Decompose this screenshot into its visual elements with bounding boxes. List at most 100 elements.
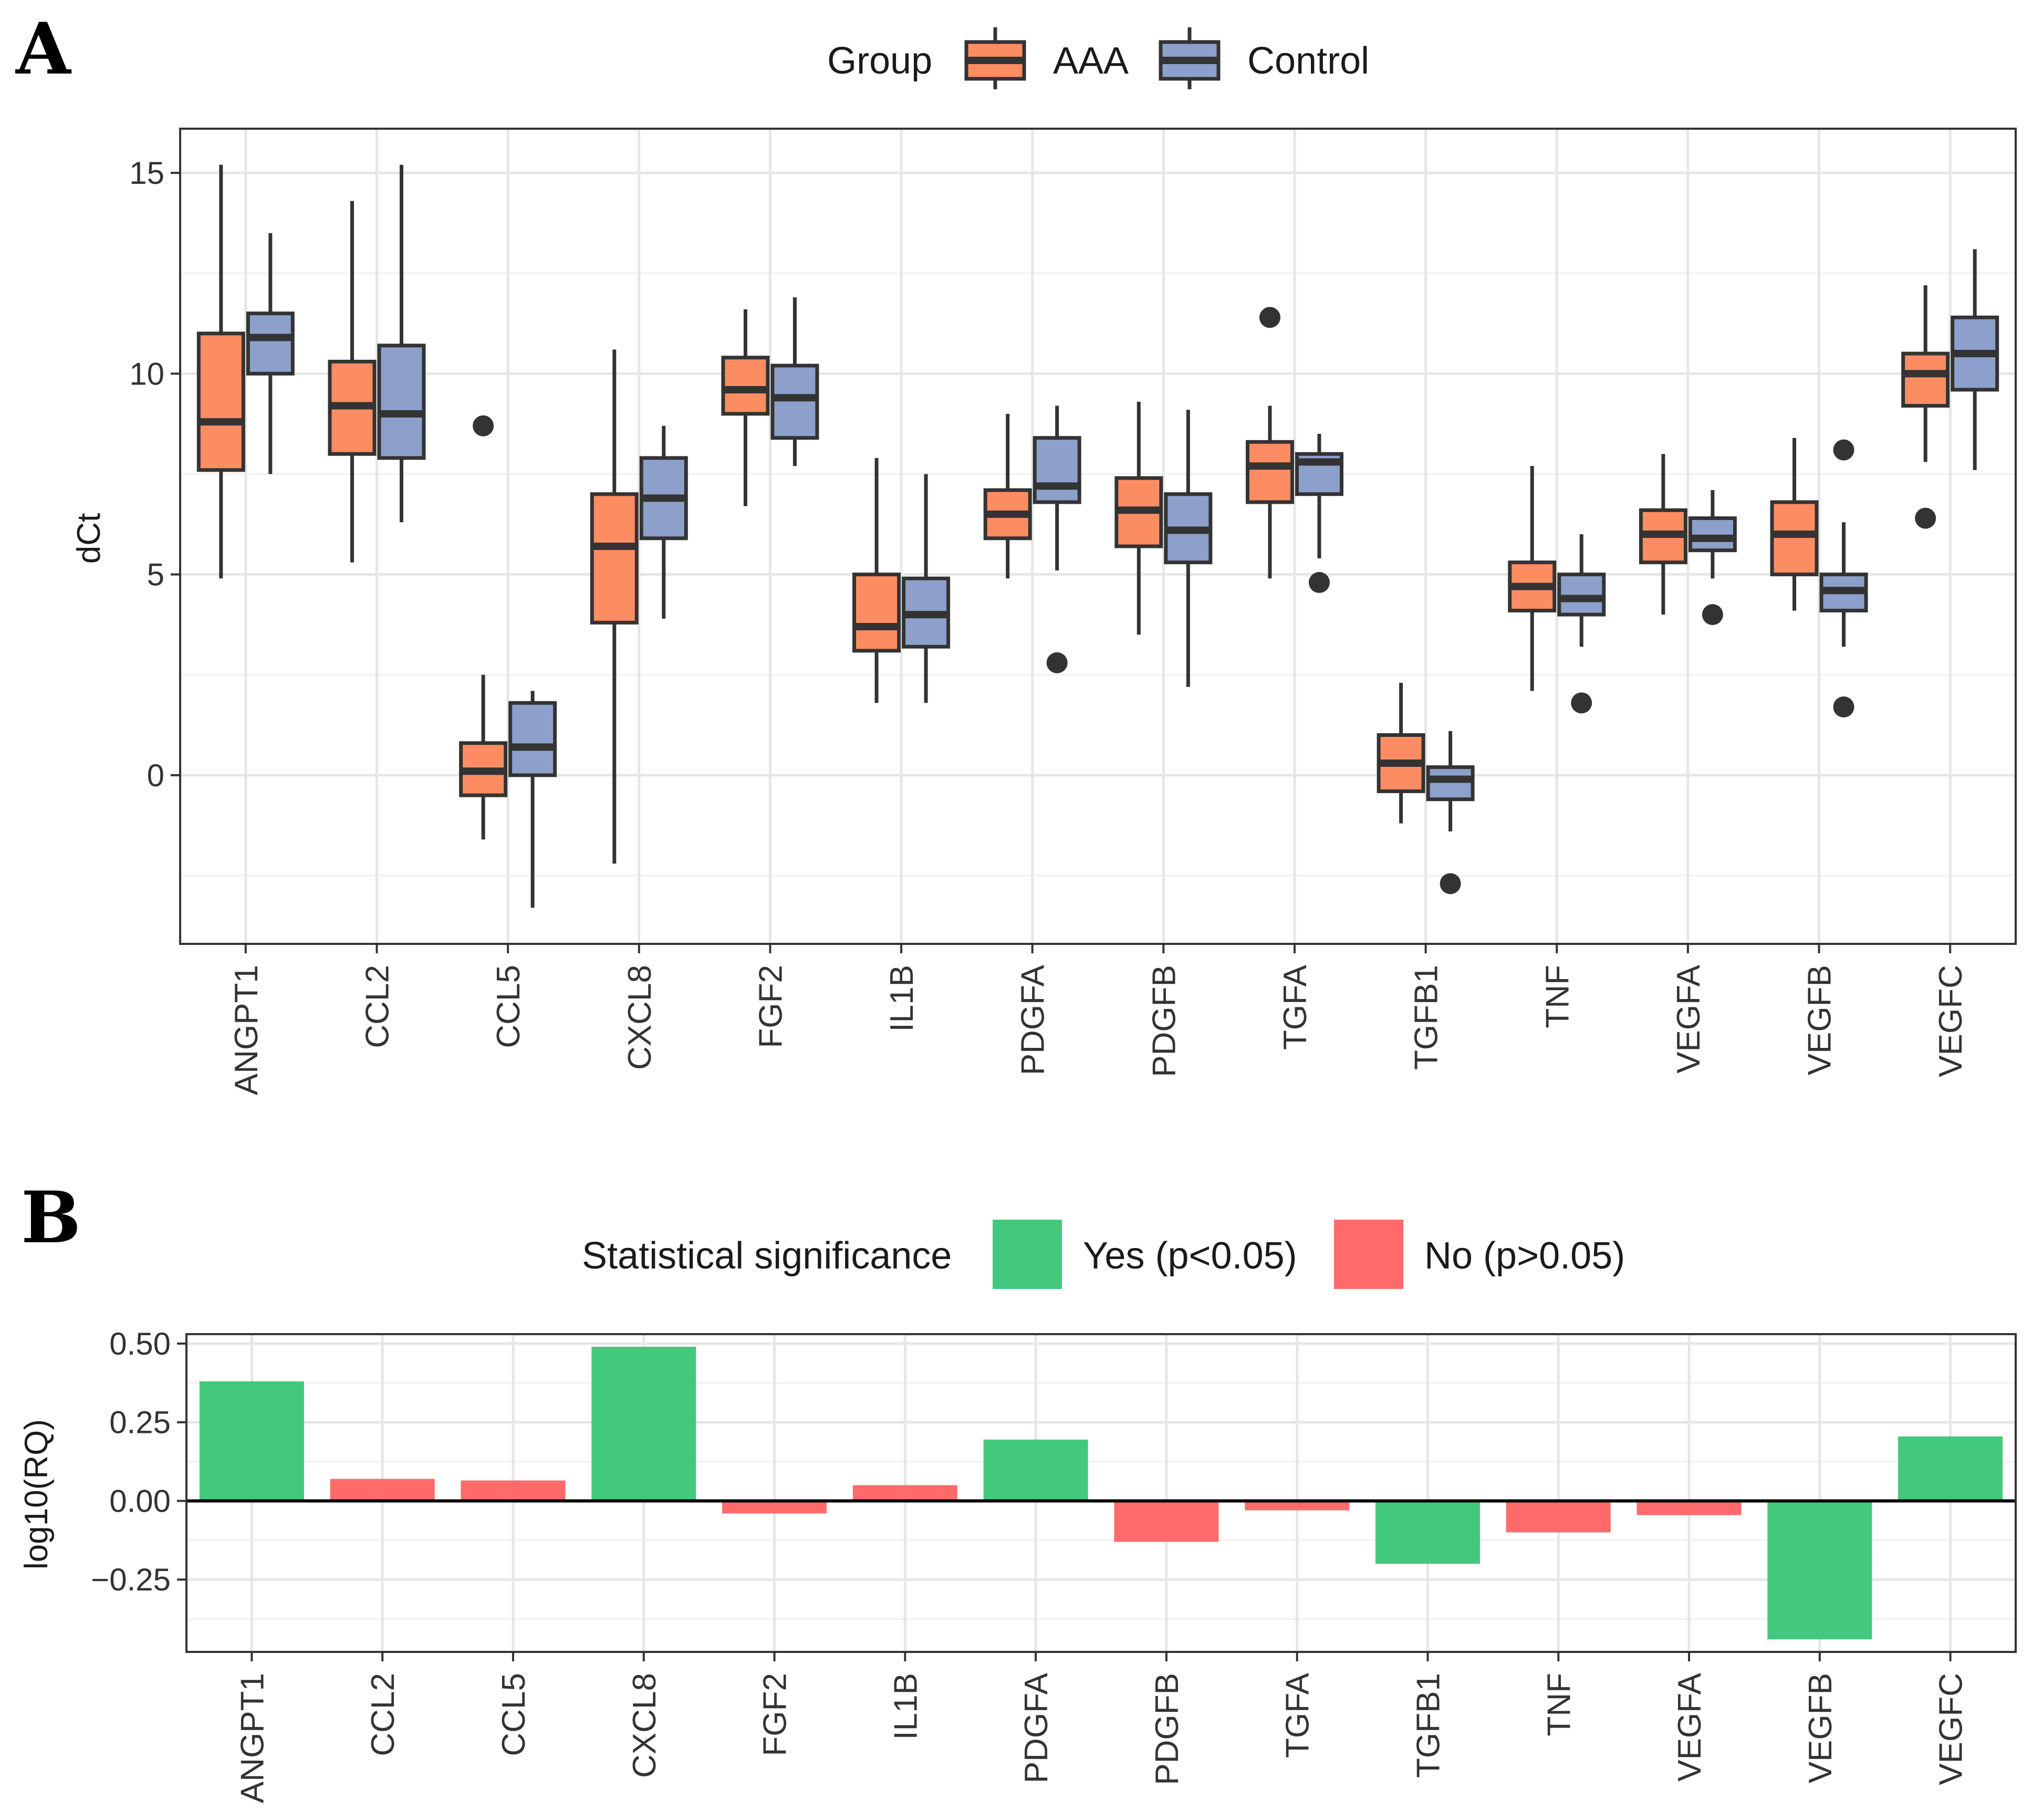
legend-a-key-control — [1159, 27, 1221, 89]
outlier-point — [1833, 439, 1854, 461]
box-aaa-vegfa — [1639, 454, 1687, 615]
outlier-point — [1915, 507, 1936, 529]
box-control-fgf2 — [770, 297, 819, 466]
y-tick-label-b: 0.00 — [109, 1483, 171, 1519]
iqr-box — [196, 331, 245, 472]
x-label-b-cxcl8: CXCL8 — [627, 1673, 663, 1778]
outlier-point — [1702, 604, 1723, 626]
box-aaa-cxcl8 — [590, 349, 639, 864]
y-axis-b: 0.50 0.25 0.00 −0.25 — [91, 1326, 186, 1597]
x-label-a-vegfa: VEGFA — [1671, 964, 1707, 1073]
x-label-b-angpt1: ANGPT1 — [234, 1673, 270, 1803]
bar-vegfc — [1898, 1436, 2003, 1501]
iqr-box — [246, 311, 295, 376]
x-label-b-tgfb1: TGFB1 — [1410, 1673, 1446, 1778]
x-label-a-angpt1: ANGPT1 — [228, 965, 265, 1095]
legend-b-title: Statistical significance — [582, 1235, 952, 1277]
plot-frame-a — [179, 128, 2017, 945]
x-label-a-ccl2: CCL2 — [359, 965, 395, 1048]
box-aaa-angpt1 — [196, 164, 245, 579]
box-aaa-tnf — [1508, 466, 1557, 691]
iqr-box — [1426, 765, 1475, 802]
x-label-b-vegfb: VEGFB — [1802, 1673, 1839, 1783]
box-control-il1b — [902, 474, 951, 703]
x-label-a-cxcl8: CXCL8 — [622, 965, 658, 1070]
x-label-b-vegfc: VEGFC — [1933, 1673, 1969, 1785]
panel-b: B Statistical significance Yes (p<0.05) … — [18, 1176, 2017, 1803]
x-label-b-vegfa: VEGFA — [1672, 1672, 1708, 1781]
outlier-point — [1259, 307, 1280, 328]
x-axis-a: ANGPT1 CCL2 CCL5 CXCL8 FGF2 IL1B PDGFA PDGFB TGF… — [228, 944, 1969, 1095]
bar-tgfa — [1245, 1501, 1350, 1511]
bar-ccl5 — [461, 1480, 566, 1501]
legend-b-key-yes — [993, 1220, 1062, 1289]
x-label-a-il1b: IL1B — [884, 965, 920, 1032]
iqr-box — [1688, 516, 1737, 553]
box-aaa-tgfa — [1245, 307, 1294, 579]
box-aaa-vegfc — [1901, 285, 1950, 529]
y-tick-label-a: 10 — [129, 356, 164, 391]
bar-tgfb1 — [1375, 1501, 1480, 1564]
legend-b-label-no: No (p>0.05) — [1424, 1235, 1625, 1277]
legend-a-label-aaa: AAA — [1053, 40, 1129, 82]
box-aaa-ccl2 — [328, 201, 377, 563]
iqr-box — [1770, 500, 1819, 577]
x-label-a-vegfb: VEGFB — [1802, 965, 1838, 1075]
box-aaa-il1b — [852, 457, 901, 703]
box-control-tgfb1 — [1426, 731, 1475, 895]
box-aaa-tgfb1 — [1377, 683, 1425, 824]
y-axis-a: 0 5 10 15 — [129, 155, 180, 793]
panel-a-letter: A — [15, 7, 72, 90]
iqr-box — [590, 492, 639, 625]
iqr-box — [852, 573, 901, 653]
panel-a: A Group AAA Control dCt 0 5 10 15 ANGPT1 CCL… — [15, 7, 2017, 1095]
iqr-box — [1557, 573, 1606, 617]
legend-a: Group AAA Control — [827, 27, 1369, 89]
y-tick-label-a: 15 — [129, 155, 164, 191]
x-label-a-pdgfb: PDGFB — [1146, 965, 1182, 1077]
iqr-box — [377, 344, 426, 460]
x-label-b-tgfa: TGFA — [1280, 1672, 1316, 1758]
x-label-a-tgfb1: TGFB1 — [1409, 965, 1445, 1070]
legend-b-label-yes: Yes (p<0.05) — [1083, 1235, 1297, 1277]
box-control-ccl2 — [377, 164, 426, 523]
iqr-box — [1245, 440, 1294, 504]
plot-frame-b — [185, 1333, 2017, 1653]
box-control-ccl5 — [508, 691, 557, 908]
x-label-a-ccl5: CCL5 — [491, 965, 527, 1048]
x-label-b-tnf: TNF — [1541, 1673, 1577, 1736]
y-tick-label-a: 0 — [147, 758, 164, 793]
outlier-point — [1440, 873, 1461, 895]
x-label-a-vegfc: VEGFC — [1933, 965, 1969, 1077]
outlier-point — [1046, 652, 1068, 673]
box-control-tgfa — [1295, 434, 1343, 593]
box-aaa-fgf2 — [721, 309, 770, 506]
box-control-vegfa — [1688, 490, 1737, 626]
bar-vegfa — [1637, 1501, 1742, 1515]
box-aaa-vegfb — [1770, 438, 1819, 611]
legend-b-key-no — [1334, 1220, 1403, 1289]
x-label-b-ccl2: CCL2 — [365, 1673, 401, 1756]
iqr-box — [770, 363, 819, 440]
box-aaa-ccl5 — [459, 415, 508, 840]
box-control-cxcl8 — [639, 425, 688, 619]
box-control-vegfb — [1819, 439, 1868, 717]
outlier-point — [1571, 692, 1592, 714]
bar-pdgfa — [983, 1439, 1088, 1501]
x-label-b-pdgfb: PDGFB — [1149, 1673, 1185, 1785]
iqr-box — [508, 701, 557, 777]
bar-pdgfb — [1114, 1501, 1219, 1542]
iqr-box — [1033, 436, 1081, 504]
outlier-point — [1833, 696, 1854, 717]
y-axis-title-b: log10(RQ) — [18, 1419, 55, 1569]
bar-cxcl8 — [591, 1346, 696, 1501]
bar-vegfb — [1767, 1501, 1872, 1640]
bar-tnf — [1506, 1501, 1611, 1533]
x-label-b-ccl5: CCL5 — [496, 1673, 532, 1756]
x-label-b-il1b: IL1B — [888, 1673, 924, 1740]
bar-angpt1 — [199, 1381, 304, 1501]
outlier-point — [1308, 571, 1330, 593]
x-label-a-tgfa: TGFA — [1277, 964, 1314, 1050]
x-axis-b: ANGPT1 CCL2 CCL5 CXCL8 FGF2 IL1B PDGFA PDGFB TGF… — [234, 1652, 1969, 1803]
